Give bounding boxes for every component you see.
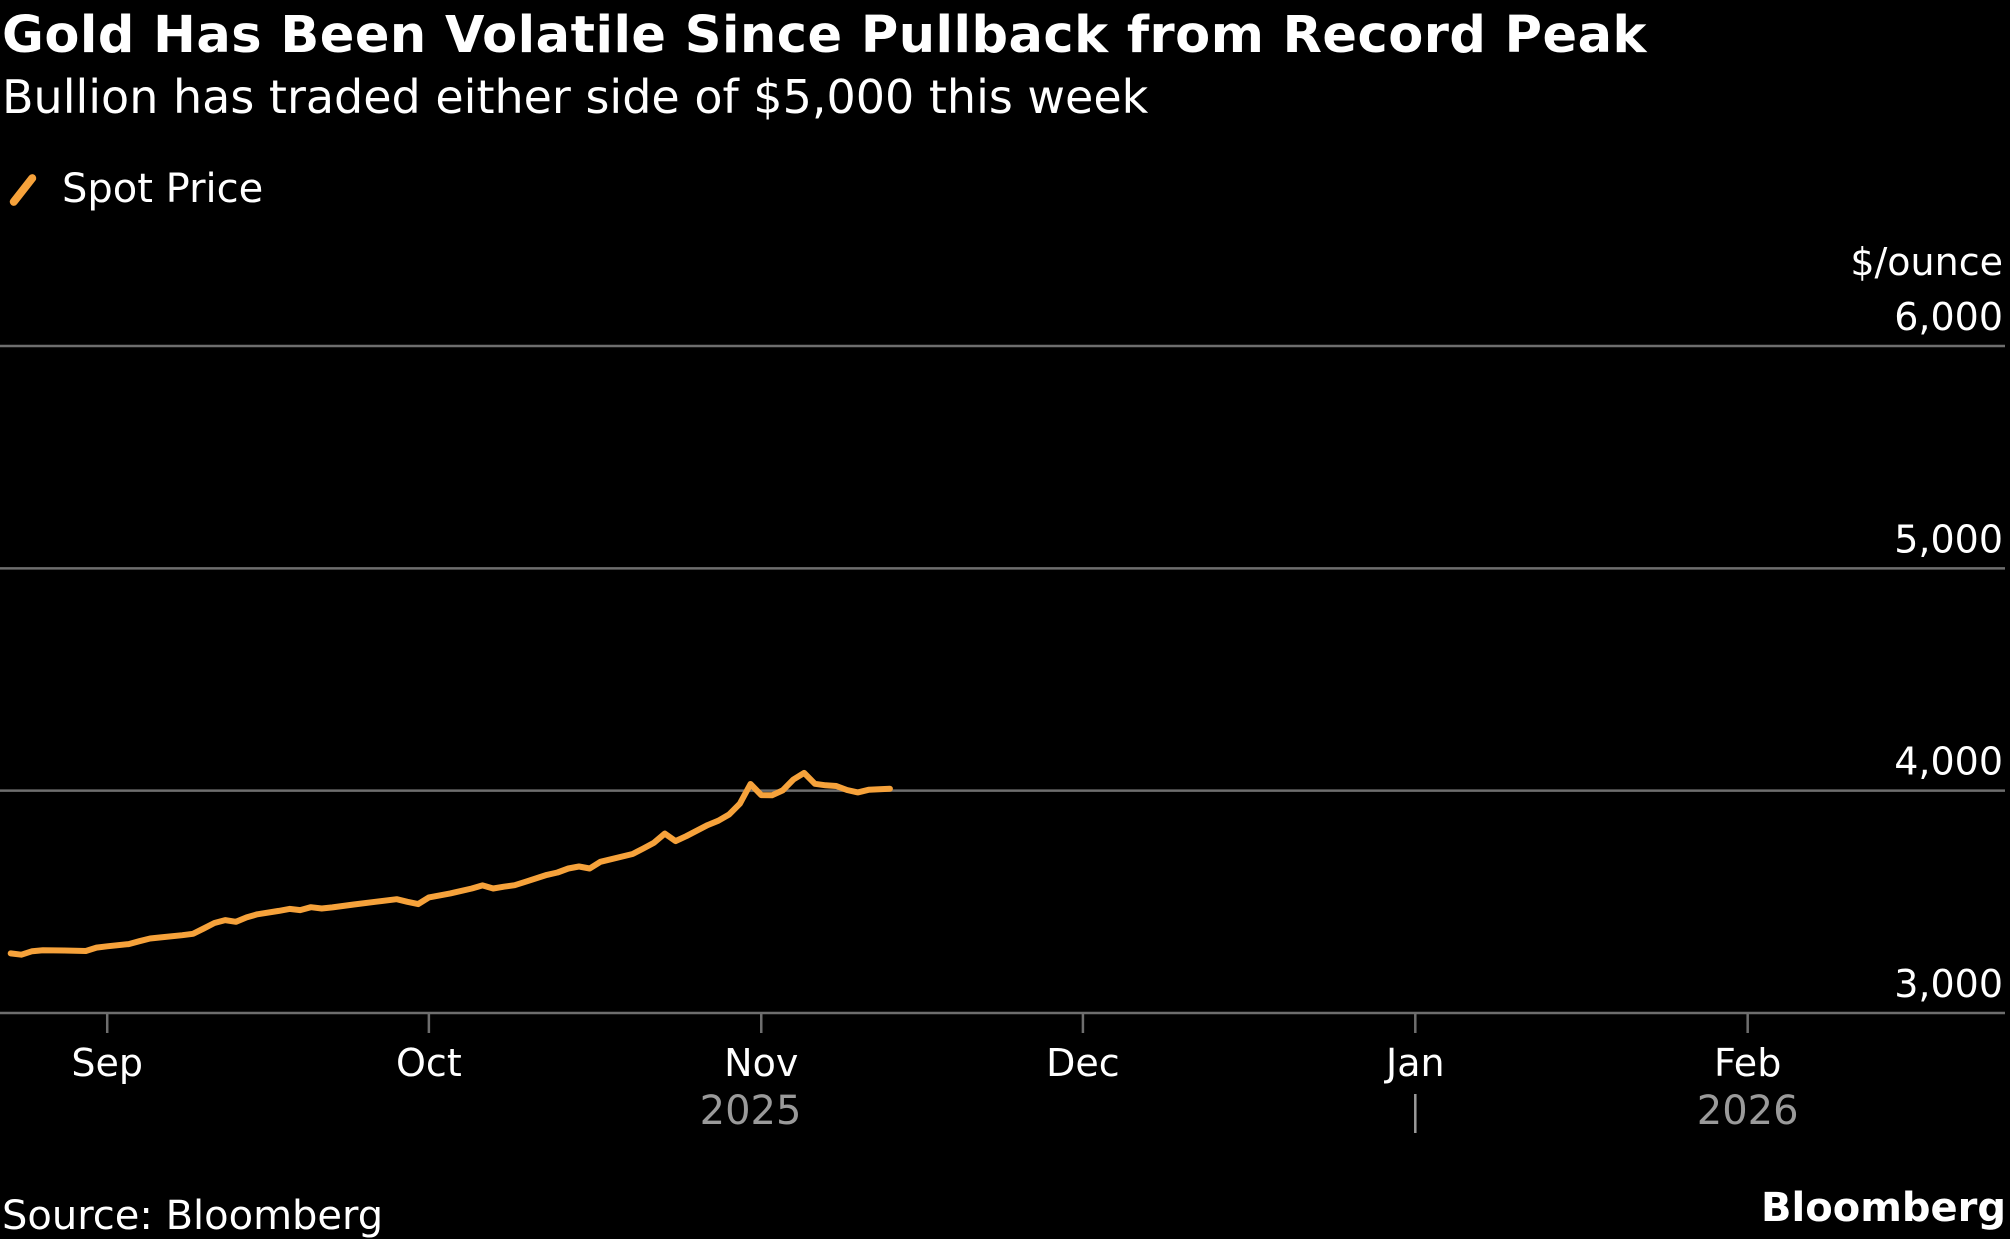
y-tick-label: 5,000 xyxy=(1894,517,2003,561)
y-tick-label: 4,000 xyxy=(1894,740,2003,784)
brand-logo: Bloomberg xyxy=(1761,1185,2006,1231)
legend-label: Spot Price xyxy=(62,166,264,212)
series-line-spot-price xyxy=(7,769,893,958)
legend: Spot Price xyxy=(2,166,263,212)
x-tick-label: Oct xyxy=(396,1041,462,1085)
x-tick-label: Dec xyxy=(1046,1041,1120,1085)
chart-subtitle: Bullion has traded either side of $5,000… xyxy=(2,70,1149,124)
year-label: 2025 xyxy=(700,1088,802,1134)
x-tick-label: Feb xyxy=(1714,1041,1781,1085)
x-tick-label: Sep xyxy=(71,1041,143,1085)
y-tick-label: 3,000 xyxy=(1894,962,2003,1006)
chart-title: Gold Has Been Volatile Since Pullback fr… xyxy=(2,6,1647,65)
y-tick-label: 6,000 xyxy=(1894,295,2003,339)
y-axis-label: $/ounce xyxy=(1850,240,2003,284)
source-note: Source: Bloomberg xyxy=(2,1193,384,1239)
year-label: 2026 xyxy=(1697,1088,1799,1134)
x-tick-label: Nov xyxy=(724,1041,798,1085)
x-tick-label: Jan xyxy=(1384,1041,1445,1085)
